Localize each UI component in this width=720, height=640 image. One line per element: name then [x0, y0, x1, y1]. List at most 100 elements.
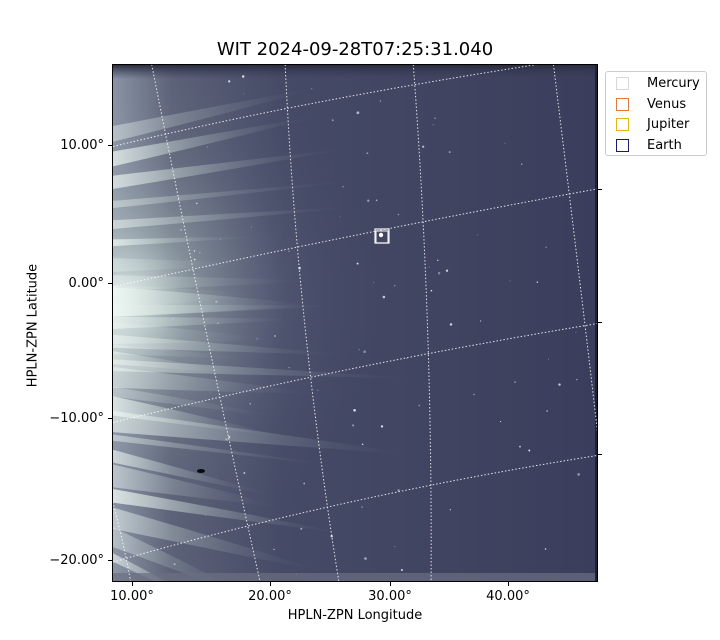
star	[448, 151, 451, 154]
legend-label: Jupiter	[647, 116, 690, 132]
star	[288, 367, 290, 369]
x-tick-label: 30.00°	[368, 589, 412, 604]
star	[379, 100, 382, 102]
plot-title: WIT 2024-09-28T07:25:31.040	[216, 39, 494, 60]
streamer	[113, 236, 269, 247]
right-axis-tick	[598, 454, 602, 455]
star	[520, 163, 523, 165]
right-axis-tick	[598, 189, 602, 190]
star	[445, 269, 449, 272]
star-field	[172, 75, 581, 575]
star	[548, 358, 549, 360]
legend-item-mercury: Mercury	[616, 75, 700, 91]
star	[473, 393, 475, 396]
streamer	[113, 410, 419, 455]
heliospheric-image	[113, 65, 597, 581]
star	[406, 358, 408, 360]
streamer	[113, 449, 277, 497]
star	[219, 238, 221, 240]
star	[437, 259, 439, 261]
streamer	[113, 359, 425, 379]
x-tick-label: 20.00°	[248, 589, 292, 604]
streamer	[113, 507, 325, 572]
star	[363, 350, 366, 354]
star	[358, 349, 360, 351]
legend-swatch	[616, 76, 629, 90]
star	[447, 78, 449, 80]
star	[288, 250, 290, 253]
star	[361, 443, 364, 446]
y-tick-label: 0.00°	[68, 276, 104, 291]
star	[361, 506, 363, 508]
right-axis-tick	[598, 322, 602, 323]
legend-item-earth: Earth	[616, 137, 682, 153]
star	[479, 320, 482, 322]
streamer-core	[113, 287, 313, 317]
star	[432, 124, 434, 126]
streamer	[113, 275, 317, 291]
legend-swatch	[616, 97, 629, 111]
star	[449, 323, 453, 326]
star	[577, 473, 581, 476]
star	[193, 250, 196, 252]
star	[296, 573, 298, 575]
star	[300, 527, 303, 530]
star	[437, 271, 441, 275]
star	[195, 202, 198, 205]
star	[576, 378, 578, 381]
star	[273, 548, 275, 551]
star	[545, 246, 547, 248]
legend-label: Mercury	[647, 75, 700, 91]
star	[504, 142, 506, 144]
top-edge-shadow	[113, 65, 597, 79]
y-tick	[108, 560, 112, 561]
star	[180, 228, 183, 231]
star	[356, 262, 359, 265]
streamer	[113, 258, 258, 272]
star	[331, 119, 334, 122]
star	[514, 381, 517, 384]
mercury-planet	[378, 232, 384, 238]
streamer	[113, 527, 222, 581]
x-tick	[390, 582, 391, 586]
legend-label: Venus	[647, 96, 687, 112]
star	[476, 234, 478, 236]
star	[366, 152, 369, 155]
star	[206, 146, 208, 148]
star	[373, 281, 375, 283]
mercury-marker-inner	[375, 230, 389, 244]
star	[217, 322, 219, 325]
star	[367, 199, 370, 202]
star	[394, 546, 396, 548]
star	[204, 515, 206, 516]
star	[273, 335, 276, 337]
streamer	[113, 115, 322, 167]
star	[418, 404, 421, 407]
star	[428, 266, 430, 268]
legend-swatch	[616, 138, 629, 152]
star	[558, 383, 561, 386]
legend-item-venus: Venus	[616, 96, 686, 112]
star	[364, 557, 367, 560]
grid-line-lon	[552, 65, 597, 432]
star	[193, 258, 196, 261]
grid-line-lat	[113, 188, 597, 288]
star	[330, 535, 333, 538]
star	[215, 300, 218, 303]
y-tick-label: −10.00°	[49, 411, 104, 426]
coordinate-grid	[113, 65, 597, 581]
solar-image-panel[interactable]	[112, 64, 598, 582]
streamer	[113, 464, 287, 508]
star	[317, 389, 319, 391]
streamer	[113, 344, 261, 360]
star	[575, 331, 577, 333]
star	[536, 281, 539, 283]
legend-item-jupiter: Jupiter	[616, 116, 689, 132]
grid-line-lon	[151, 65, 261, 581]
star	[375, 199, 378, 202]
coronal-streamers	[113, 84, 425, 581]
y-tick-label: 10.00°	[60, 138, 104, 153]
star	[225, 437, 228, 441]
star	[353, 408, 356, 412]
star	[173, 563, 176, 566]
